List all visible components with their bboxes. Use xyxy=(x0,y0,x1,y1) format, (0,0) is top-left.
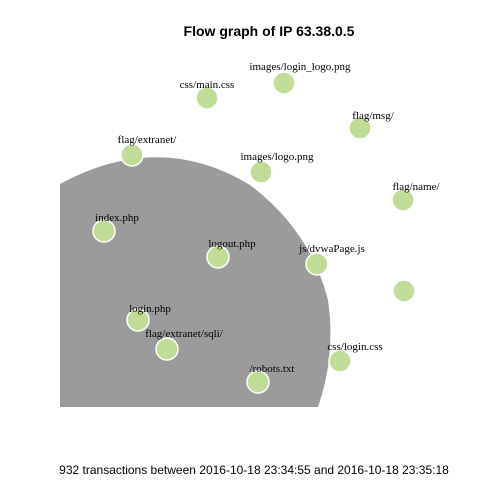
graph-caption: 932 transactions between 2016-10-18 23:3… xyxy=(59,463,449,477)
graph-node-images-login-logo: images/login_logo.png xyxy=(249,61,351,95)
graph-title: Flow graph of IP 63.38.0.5 xyxy=(184,23,355,39)
graph-node-flag-name: flag/name/ xyxy=(391,181,440,212)
node-circle xyxy=(246,370,270,394)
node-label: index.php xyxy=(95,212,139,224)
node-circle xyxy=(305,252,329,276)
node-circle xyxy=(195,86,219,110)
node-circle xyxy=(92,219,116,243)
node-circle xyxy=(392,279,416,303)
node-label: flag/extranet/sqli/ xyxy=(145,328,224,340)
node-circle xyxy=(120,143,144,167)
node-circle xyxy=(272,71,296,95)
node-label: images/logo.png xyxy=(240,151,314,163)
node-label: js/dvwaPage.js xyxy=(298,243,365,255)
ip-cluster-area xyxy=(60,157,331,407)
graph-node-unlabeled xyxy=(392,279,416,303)
node-label: flag/name/ xyxy=(392,181,440,193)
graph-node-css-login: css/login.css xyxy=(327,341,383,373)
graph-nodes: images/login_logo.png css/main.css flag/ms… xyxy=(92,61,440,394)
graph-node-robots-txt: /robots.txt xyxy=(246,363,295,394)
node-label: flag/msg/ xyxy=(352,110,394,122)
graph-node-index-php: index.php xyxy=(92,212,139,243)
graph-node-logout-php: logout.php xyxy=(206,238,256,269)
node-label: /robots.txt xyxy=(250,363,295,375)
node-circle xyxy=(249,160,273,184)
node-label: css/login.css xyxy=(327,341,382,353)
node-circle xyxy=(155,337,179,361)
graph-node-flag-extranet: flag/extranet/ xyxy=(118,134,178,167)
node-label: images/login_logo.png xyxy=(249,61,351,73)
node-label: flag/extranet/ xyxy=(118,134,178,146)
node-label: logout.php xyxy=(208,238,256,250)
node-circle xyxy=(391,188,415,212)
graph-node-flag-extranet-sqli: flag/extranet/sqli/ xyxy=(145,328,224,361)
node-label: css/main.css xyxy=(180,79,235,91)
node-circle xyxy=(348,116,372,140)
graph-node-flag-msg: flag/msg/ xyxy=(348,110,395,140)
graph-node-css-main: css/main.css xyxy=(180,79,235,110)
graph-node-js-dvwapage: js/dvwaPage.js xyxy=(298,243,365,276)
graph-node-images-logo: images/logo.png xyxy=(240,151,314,184)
node-circle xyxy=(328,349,352,373)
node-label: login.php xyxy=(129,303,171,315)
node-circle xyxy=(206,245,230,269)
graph-node-login-php: login.php xyxy=(126,303,171,332)
node-circle xyxy=(126,308,150,332)
